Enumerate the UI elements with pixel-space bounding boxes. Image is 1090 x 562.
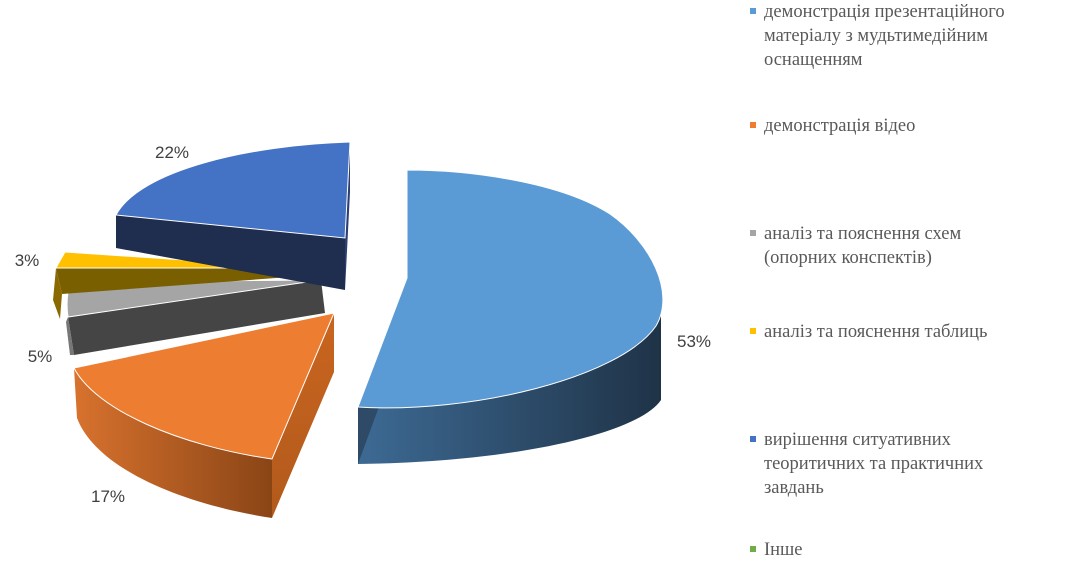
legend-marker <box>750 328 756 334</box>
legend-marker <box>750 8 756 14</box>
chart-legend: демонстрація презентаційного матеріалу з … <box>750 0 1085 560</box>
pie-slice-tasks-side <box>116 215 345 290</box>
data-label-schemes: 5% <box>28 347 53 366</box>
pie-slice-video-top <box>73 312 335 460</box>
pie-slice-schemes <box>66 279 325 355</box>
chart-area: 53% 17% 5% 3% 22% <box>15 141 711 518</box>
legend-label: аналіз та пояснення таблиць <box>764 320 987 344</box>
data-label-video: 17% <box>91 487 125 506</box>
pie-slice-schemes-edge <box>66 317 74 355</box>
pie-slice-tables-side <box>56 268 303 294</box>
legend-label-line: оснащенням <box>764 50 863 70</box>
pie-slice-video <box>73 312 335 518</box>
legend-label-line: теоритичних та практичних <box>764 454 984 474</box>
legend-label-line: демонстрація відео <box>764 116 916 136</box>
legend-label: Інше <box>764 538 803 562</box>
legend-label-line: матеріалу з мудьтимедійним <box>764 26 988 46</box>
data-label-tasks: 22% <box>155 143 189 162</box>
pie-slice-tasks-top <box>115 141 351 239</box>
legend-marker <box>750 122 756 128</box>
pie-slice-tasks <box>115 141 351 290</box>
pie-slice-presentation-side <box>358 296 661 464</box>
pie-slice-video-side <box>74 368 272 518</box>
legend-label-line: Інше <box>764 540 803 560</box>
pie-slice-presentation <box>357 169 664 464</box>
legend-label-line: аналіз та пояснення схем <box>764 224 962 244</box>
pie-slice-schemes-side <box>68 280 325 355</box>
legend-label-line: завдань <box>764 478 824 498</box>
legend-marker <box>750 436 756 442</box>
legend-label-line: (опорних конспектів) <box>764 248 932 268</box>
pie-slice-presentation-top <box>357 169 664 409</box>
legend-label: демонстрація презентаційного матеріалу з … <box>764 0 1005 72</box>
legend-label-line: вирішення ситуативних <box>764 430 951 450</box>
legend-marker <box>750 546 756 552</box>
pie-slice-tasks-edge <box>345 142 350 290</box>
legend-label: аналіз та пояснення схем (опорних конспек… <box>764 222 961 270</box>
legend-label-line: аналіз та пояснення таблиць <box>764 322 988 342</box>
pie-slice-video-edge <box>272 313 334 518</box>
data-label-tables: 3% <box>15 251 40 270</box>
pie-chart: 53% 17% 5% 3% 22% <box>15 141 711 518</box>
data-label-presentation: 53% <box>677 332 711 351</box>
legend-label: вирішення ситуативних теоритичних та прак… <box>764 428 983 500</box>
legend-marker <box>750 230 756 236</box>
legend-label-line: демонстрація презентаційного <box>764 2 1005 22</box>
pie-slice-tables-edge <box>53 268 62 319</box>
legend-label: демонстрація відео <box>764 114 915 138</box>
